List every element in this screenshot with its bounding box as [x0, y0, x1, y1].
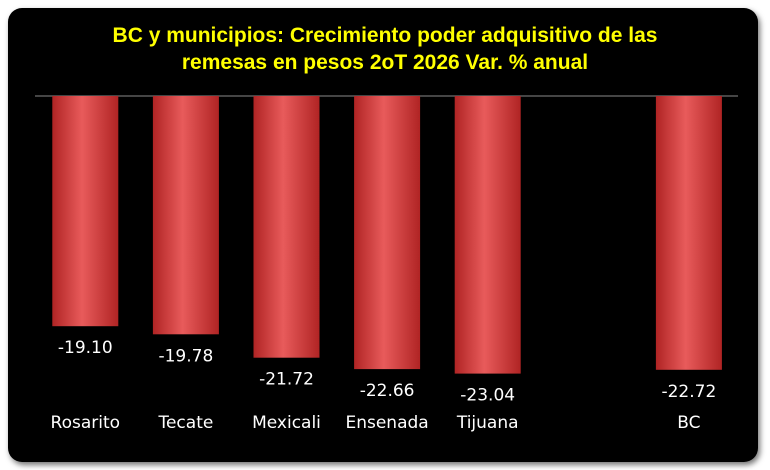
bar-bc [655, 96, 722, 370]
chart-title-line-1: BC y municipios: Crecimiento poder adqui… [112, 24, 658, 47]
value-label-rosarito: -19.10 [58, 338, 113, 358]
category-label-mexicali: Mexicali [252, 413, 321, 433]
category-label-rosarito: Rosarito [51, 413, 121, 433]
chart-title-line-2: remesas en pesos 2oT 2026 Var. % anual [181, 51, 589, 74]
category-label-bc: BC [677, 413, 700, 433]
bar-rosarito [52, 96, 119, 327]
bar-tijuana [454, 96, 521, 374]
chart-title: BC y municipios: Crecimiento poder adqui… [0, 22, 770, 76]
bar-ensenada [354, 96, 421, 370]
value-label-ensenada: -22.66 [360, 381, 415, 401]
value-label-mexicali: -21.72 [259, 370, 314, 390]
bar-tecate [152, 96, 219, 335]
value-label-tijuana: -23.04 [460, 386, 515, 406]
category-label-tijuana: Tijuana [456, 413, 519, 433]
category-label-ensenada: Ensenada [345, 413, 428, 433]
category-label-tecate: Tecate [157, 413, 213, 433]
value-label-bc: -22.72 [661, 382, 716, 402]
bar-mexicali [253, 96, 320, 358]
value-label-tecate: -19.78 [158, 346, 213, 366]
